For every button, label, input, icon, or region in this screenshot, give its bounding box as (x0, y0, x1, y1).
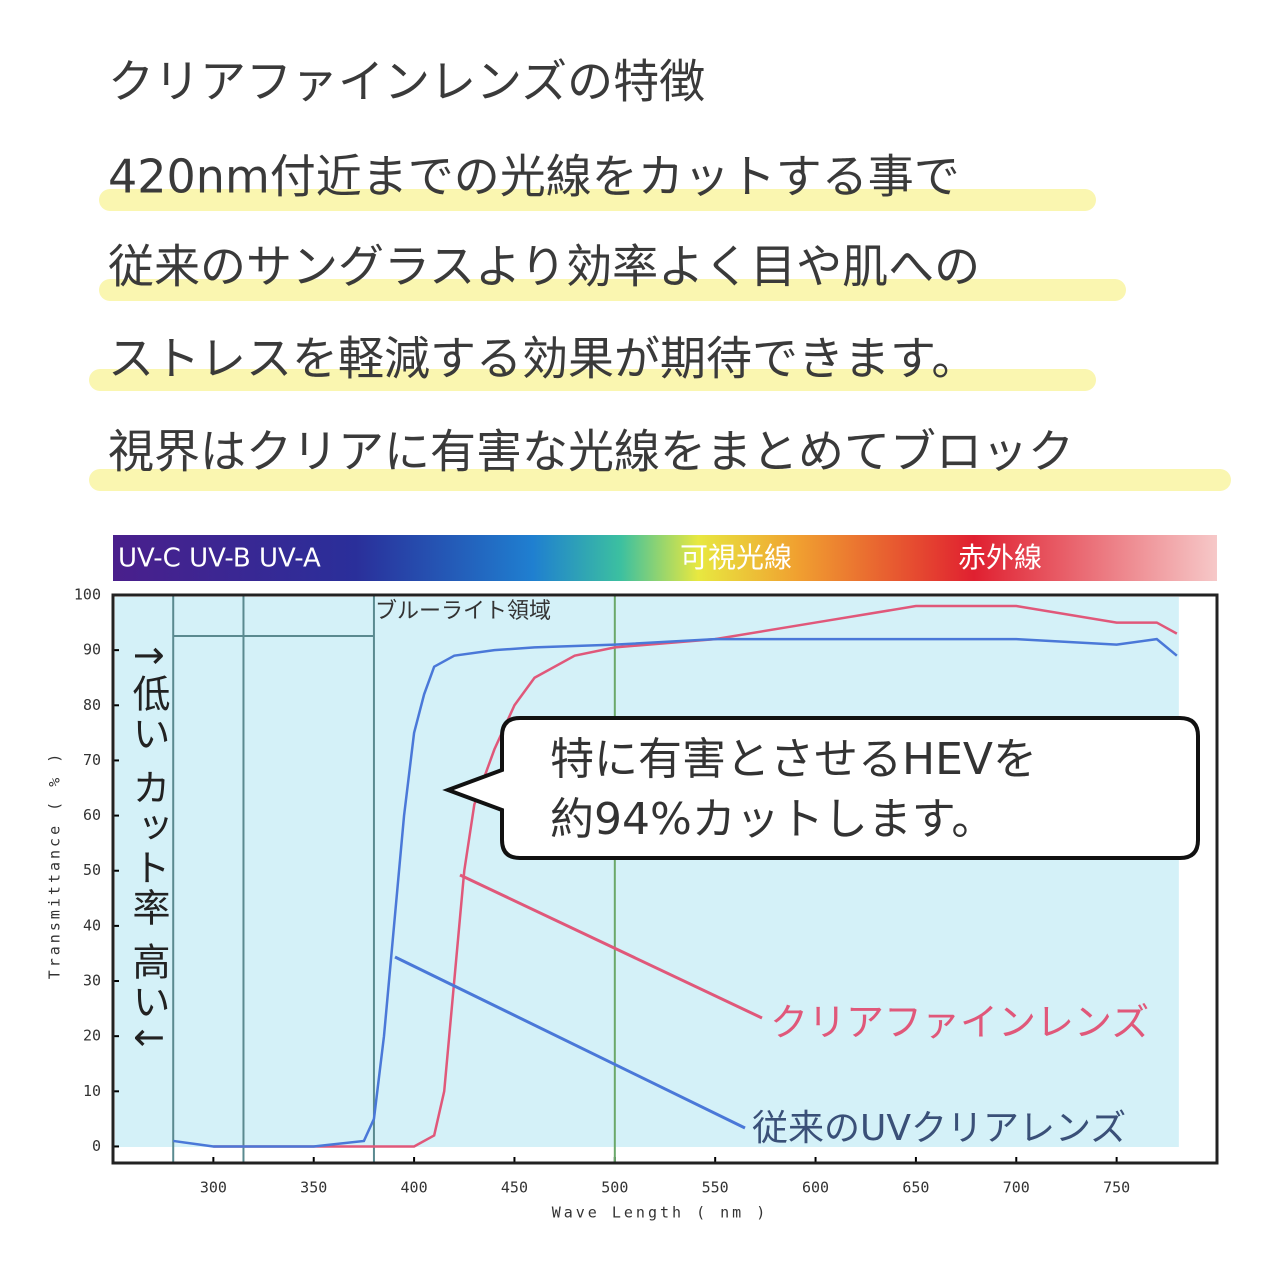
region-label: ブルーライト領域 (375, 599, 551, 624)
x-tick-label: 750 (1103, 1179, 1130, 1197)
y-tick-label: 20 (83, 1027, 101, 1045)
x-tick-label: 300 (200, 1179, 227, 1197)
shaded-region (115, 597, 1179, 1147)
series-label: 従来のUVクリアレンズ (752, 1108, 1126, 1149)
x-tick-label: 350 (300, 1179, 327, 1197)
callout-text: 特に有害とさせるHEVを (550, 734, 1037, 785)
heading-line: 従来のサングラスより効率よく目や肌への (108, 240, 980, 294)
callout-box (442, 716, 1200, 860)
x-tick-label: 650 (902, 1179, 929, 1197)
x-tick-label: 700 (1003, 1179, 1030, 1197)
callout-text: 約94%カットします。 (550, 794, 995, 845)
band-label: UV-C UV-B UV-A (118, 544, 321, 574)
side-label: ↑低い カット率 高い↓ (126, 640, 170, 1056)
band-label: 可視光線 (680, 541, 792, 574)
heading-line: 視界はクリアに有害な光線をまとめてブロック (108, 425, 1074, 479)
heading-line: ストレスを軽減する効果が期待できます。 (108, 332, 977, 386)
heading-title: クリアファインレンズの特徴 (108, 55, 705, 109)
x-tick-label: 550 (702, 1179, 729, 1197)
pointer (394, 955, 746, 1130)
y-tick-label: 30 (83, 972, 101, 990)
x-tick-label: 400 (401, 1179, 428, 1197)
series-line (213, 604, 1178, 1148)
highlights (89, 189, 1231, 491)
y-tick-label: 80 (83, 696, 101, 714)
heading-line: 420nm付近までの光線をカットする事で (108, 150, 960, 204)
y-axis-label: Transmittance ( % ) (46, 751, 64, 980)
y-tick-label: 100 (74, 586, 101, 604)
y-tick-label: 10 (83, 1082, 101, 1100)
band-label: 赤外線 (958, 541, 1042, 574)
y-tick-label: 70 (83, 751, 101, 769)
x-tick-label: 600 (802, 1179, 829, 1197)
x-tick-label: 500 (601, 1179, 628, 1197)
y-tick-label: 40 (83, 916, 101, 934)
series-line (173, 637, 1178, 1148)
x-tick-label: 450 (501, 1179, 528, 1197)
y-tick-label: 90 (83, 641, 101, 659)
x-axis-label: Wave Length ( nm ) (552, 1204, 769, 1222)
y-tick-label: 50 (83, 861, 101, 879)
series-label: クリアファインレンズ (770, 1001, 1149, 1045)
y-tick-label: 60 (83, 806, 101, 824)
pointer (459, 873, 763, 1020)
y-tick-label: 0 (92, 1137, 101, 1155)
spectrum-band (113, 535, 1217, 581)
plot-frame (111, 593, 1219, 1165)
